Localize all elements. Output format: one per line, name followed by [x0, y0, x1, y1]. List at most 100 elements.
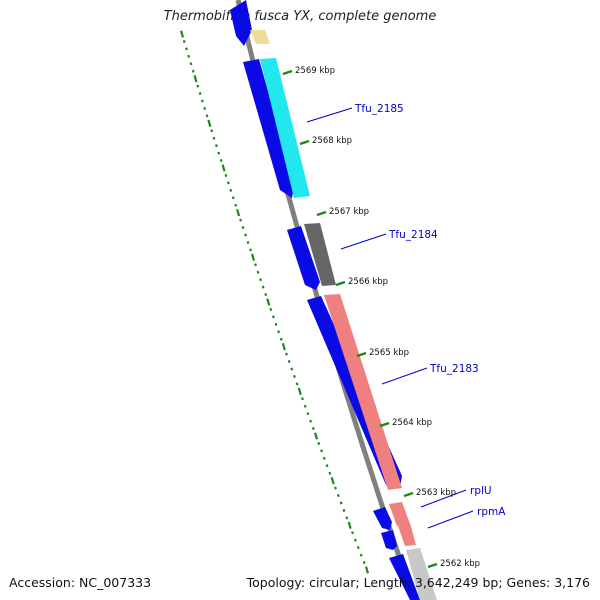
gc-dot [281, 343, 286, 351]
kbp-tick-label: 2566 kbp [348, 277, 388, 287]
gene-labels: Tfu_2185 Tfu_2184 Tfu_2183 rplU rpmA [306, 103, 506, 529]
gc-dot [259, 278, 262, 282]
cds-arrow-tfu2184[interactable] [287, 226, 320, 290]
gc-dot [272, 315, 275, 319]
cds-arrow-bottom[interactable] [389, 554, 420, 600]
gc-dot [354, 538, 357, 542]
gc-dot [241, 226, 245, 230]
gc-dot [317, 441, 321, 445]
gc-dot [351, 531, 354, 535]
gc-dot [320, 449, 323, 453]
gc-dot [236, 209, 241, 217]
gc-dot [279, 337, 283, 341]
gene-label-leader [306, 107, 353, 123]
gc-dot [189, 62, 193, 66]
gc-dot [287, 360, 291, 364]
kbp-tick-mark [403, 491, 414, 498]
gc-dot [224, 173, 228, 177]
gene-feature-rplu[interactable] [389, 502, 410, 526]
gc-dot [342, 508, 346, 512]
gc-dot [309, 419, 312, 423]
gc-dot [187, 54, 191, 58]
gc-dot [254, 263, 257, 267]
cds-arrow-rplu[interactable] [373, 507, 392, 530]
gc-content-track [179, 30, 370, 574]
gc-dot [251, 253, 256, 261]
gc-dot [301, 397, 304, 401]
gc-dot [185, 47, 188, 51]
gene-label[interactable]: rpmA [477, 506, 506, 518]
kbp-tick-mark [379, 421, 390, 428]
kbp-scale: 2569 kbp 2568 kbp 2567 kbp 2566 kbp 2565 kbp… [282, 66, 480, 569]
gc-dot [231, 196, 235, 200]
gc-dot [303, 404, 307, 408]
gene-label-leader [427, 510, 474, 529]
gc-dot [277, 330, 281, 334]
gc-dot [179, 30, 185, 38]
kbp-tick-label: 2568 kbp [312, 136, 352, 146]
gc-dot [229, 188, 233, 192]
gc-dot [330, 477, 335, 485]
kbp-tick-label: 2567 kbp [329, 207, 369, 217]
gc-dot [249, 248, 252, 252]
cds-arrow-rpma[interactable] [381, 530, 397, 550]
gc-dot [266, 298, 271, 306]
kbp-tick-label: 2562 kbp [440, 559, 480, 569]
gc-dot [359, 553, 363, 557]
gc-dot [336, 494, 340, 498]
gene-label-leader [420, 489, 467, 508]
gene-label[interactable]: Tfu_2184 [388, 229, 438, 241]
gc-dot [226, 181, 230, 185]
gc-dot [295, 382, 299, 386]
gc-dot [334, 486, 337, 490]
gc-dot [325, 464, 329, 468]
gc-dot [256, 270, 260, 274]
gc-dot [234, 203, 238, 207]
gc-dot [306, 412, 310, 416]
gc-dot [328, 471, 332, 475]
gene-label[interactable]: Tfu_2185 [354, 103, 404, 115]
gc-dot [193, 75, 198, 83]
gc-dot [314, 432, 319, 440]
kbp-tick-mark [282, 69, 293, 76]
gc-dot [182, 39, 186, 43]
gc-dot [297, 387, 302, 395]
kbp-tick-label: 2569 kbp [295, 66, 335, 76]
gc-dot [212, 136, 216, 140]
gene-feature-rpma[interactable] [398, 523, 416, 546]
gc-dot [196, 84, 200, 88]
gc-dot [205, 114, 209, 118]
gene-label[interactable]: Tfu_2183 [429, 363, 479, 375]
gc-dot [261, 285, 265, 289]
gc-dot [200, 99, 204, 103]
kbp-tick-label: 2563 kbp [416, 488, 456, 498]
cds-arrow-top[interactable] [230, 0, 252, 46]
gc-dot [322, 456, 326, 460]
gc-dot [347, 521, 352, 529]
gene-feature-tfu2184[interactable] [304, 223, 336, 286]
kbp-tick-mark [427, 562, 438, 569]
gc-dot [285, 352, 288, 356]
gene-feature-tfu2183[interactable] [324, 294, 402, 490]
gc-dot [345, 516, 349, 520]
gc-dot [198, 92, 202, 96]
gene-feature-bottom[interactable] [406, 548, 437, 600]
genome-summary: Topology: circular; Length: 3,642,249 bp… [246, 575, 590, 590]
gc-dot [362, 561, 366, 565]
gene-feature-top[interactable] [250, 30, 270, 44]
gc-dot [207, 119, 212, 127]
gc-dot [210, 129, 214, 133]
gene-label[interactable]: rplU [470, 485, 492, 497]
gc-dot [203, 106, 207, 110]
gc-dot [239, 218, 242, 222]
kbp-tick-mark [299, 139, 310, 146]
cds-arrow-tfu2185[interactable] [243, 59, 294, 198]
gc-dot [244, 233, 247, 237]
gc-dot [264, 293, 268, 297]
gc-dot [311, 427, 315, 431]
gene-feature-tfu2185[interactable] [260, 58, 310, 198]
gc-dot [246, 240, 250, 244]
gc-dot [191, 69, 195, 73]
accession-label: Accession: NC_007333 [9, 575, 152, 590]
